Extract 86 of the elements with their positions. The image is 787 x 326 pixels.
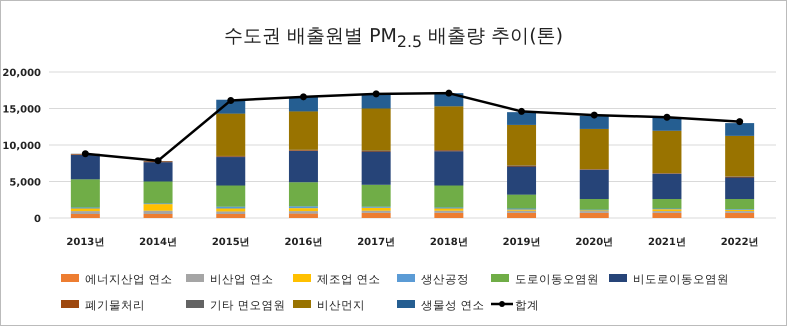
point <box>590 112 598 119</box>
bar <box>288 111 318 150</box>
point <box>445 90 452 97</box>
legend-label: 도로이동오염원 <box>515 272 599 286</box>
legend-label: 비산먼지 <box>317 298 365 312</box>
bar <box>652 212 682 218</box>
bar <box>652 174 682 200</box>
point <box>154 157 162 164</box>
bar <box>580 212 609 218</box>
bar <box>216 214 246 218</box>
bar <box>725 212 754 218</box>
x-tick-label: 2016년 <box>284 237 322 248</box>
x-tick-label: 2018년 <box>430 237 468 248</box>
y-tick-label: 20,000 <box>2 68 42 79</box>
bar <box>434 212 464 218</box>
bar <box>288 208 318 212</box>
y-tick-label: 0 <box>34 214 42 225</box>
bar <box>70 208 100 212</box>
bar <box>580 128 609 170</box>
bar <box>216 114 246 156</box>
bar <box>507 166 536 195</box>
point <box>372 90 380 98</box>
point <box>518 108 526 115</box>
bar <box>216 211 246 214</box>
bar <box>434 106 464 150</box>
point <box>736 118 744 126</box>
bar <box>288 211 318 214</box>
bar <box>507 112 536 125</box>
bar <box>434 151 464 186</box>
bar <box>144 214 173 218</box>
bar <box>70 214 100 218</box>
legend-label: 생산공정 <box>421 272 469 286</box>
chart-title: 수도권 배출원별 PM$_{2.5}$ 배출량 추이(톤) <box>222 24 564 51</box>
bar <box>216 186 246 207</box>
bar <box>434 186 464 208</box>
bar <box>507 194 536 209</box>
bar <box>507 212 536 218</box>
y-tick-label: 15,000 <box>2 104 42 116</box>
point <box>663 114 670 121</box>
legend-label: 비산업 연소 <box>210 272 274 286</box>
bar <box>580 170 609 200</box>
bar <box>362 212 391 218</box>
bar <box>70 154 100 180</box>
bar <box>652 199 682 209</box>
legend-label: 폐기물처리 <box>85 298 145 312</box>
bar <box>216 157 246 186</box>
y-tick-label: 5,000 <box>9 178 42 188</box>
bar <box>725 123 754 136</box>
bar <box>725 199 754 210</box>
bar <box>288 214 318 218</box>
bar <box>362 184 391 207</box>
bar <box>652 130 682 174</box>
point <box>300 93 307 100</box>
bar <box>580 199 609 210</box>
legend-label: 합계 <box>515 298 539 312</box>
point <box>82 150 89 158</box>
bar <box>507 124 536 166</box>
bar <box>362 108 391 150</box>
legend-label: 제조업 연소 <box>317 272 381 286</box>
bar <box>144 204 173 211</box>
x-tick-label: 2015년 <box>212 237 250 248</box>
legend-label: 에너지산업 연소 <box>85 272 173 286</box>
bar <box>288 182 318 206</box>
legend-label: 기타 면오염원 <box>210 298 286 312</box>
x-tick-label: 2019년 <box>502 237 540 248</box>
bar <box>362 152 391 185</box>
point <box>227 96 234 104</box>
bar <box>216 208 246 212</box>
y-tick-label: 10,000 <box>2 141 42 152</box>
x-tick-label: 2020년 <box>575 237 614 248</box>
bar <box>580 116 609 129</box>
legend-label: 생물성 연소 <box>421 298 485 312</box>
bar <box>144 182 173 204</box>
bar <box>144 210 173 214</box>
bar <box>144 162 173 182</box>
x-tick-label: 2013년 <box>66 237 104 248</box>
bar <box>70 211 100 214</box>
x-tick-label: 2017년 <box>357 237 396 248</box>
x-tick-label: 2022년 <box>720 237 759 248</box>
bar <box>725 136 754 176</box>
bar <box>725 177 754 200</box>
bar <box>288 150 318 182</box>
x-tick-label: 2021년 <box>648 237 686 248</box>
x-tick-label: 2014년 <box>139 237 177 248</box>
bar <box>70 179 100 208</box>
legend-label: 비도로이동오염원 <box>633 272 729 286</box>
